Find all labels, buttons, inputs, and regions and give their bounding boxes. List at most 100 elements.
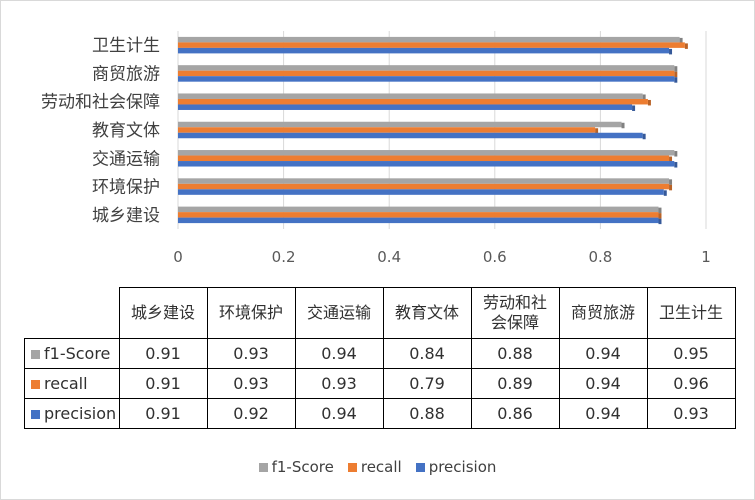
- bar-depth: [674, 151, 678, 157]
- table-header-cell: 教育文体: [382, 287, 472, 339]
- legend-label: precision: [428, 458, 497, 476]
- bar-depth: [621, 122, 625, 129]
- table-value-cell: 0.93: [294, 368, 384, 399]
- bar-depth: [669, 48, 673, 55]
- x-tick-label: 0.6: [483, 248, 507, 266]
- table-value-cell: 0.88: [470, 338, 560, 369]
- table-series-cell: precision: [24, 398, 120, 429]
- series-swatch: [31, 350, 40, 359]
- bar: [178, 132, 643, 139]
- bar: [178, 70, 675, 77]
- x-tick-label: 1: [701, 248, 711, 266]
- bar: [178, 189, 664, 195]
- data-table: 城乡建设 环境保护 交通运输 教育文体 劳动和社 会保障 商贸旅游 卫生计生 f1-Score…: [24, 287, 736, 429]
- category-label: 教育文体: [92, 121, 160, 141]
- table-row: precision 0.91 0.92 0.94 0.88 0.86 0.94 0.93: [24, 398, 736, 429]
- category-label: 城乡建设: [92, 206, 160, 226]
- legend-item: f1-Score: [258, 458, 334, 476]
- table-value-cell: 0.94: [558, 398, 648, 429]
- bar: [178, 127, 596, 133]
- gridlines: [177, 31, 707, 229]
- bar-depth: [632, 105, 636, 111]
- legend-swatch: [347, 463, 357, 472]
- table-series-cell: recall: [24, 368, 120, 399]
- table-value-cell: 0.93: [206, 368, 296, 399]
- table-header-cell: 商贸旅游: [558, 287, 648, 339]
- bar: [178, 121, 622, 128]
- table-value-cell: 0.93: [206, 338, 296, 369]
- table-row: recall 0.91 0.93 0.93 0.79 0.89 0.94 0.96: [24, 368, 736, 399]
- bar-depth: [669, 184, 673, 191]
- bar-depth: [669, 156, 673, 163]
- bar-depth: [674, 77, 678, 83]
- table-value-cell: 0.96: [646, 368, 736, 399]
- table-value-cell: 0.94: [294, 338, 384, 369]
- bar-depth: [658, 213, 662, 219]
- x-tick-label: 0.2: [272, 248, 296, 266]
- bar: [178, 178, 670, 184]
- table-header-cell: 城乡建设: [118, 287, 208, 339]
- bar: [178, 150, 675, 156]
- series-swatch: [31, 380, 40, 389]
- table-value-cell: 0.92: [206, 398, 296, 429]
- category-labels: 城乡建设 环境保护 交通运输 教育文体 劳动和社会保障 商贸旅游 卫生计生: [41, 36, 160, 226]
- bar-depth: [674, 66, 678, 72]
- bar: [178, 65, 675, 71]
- table-value-cell: 0.88: [382, 398, 472, 429]
- bar-depth: [642, 94, 646, 100]
- bar-depth: [642, 133, 646, 140]
- category-label: 卫生计生: [92, 36, 160, 56]
- category-label: 交通运输: [92, 149, 160, 169]
- series-name: recall: [44, 374, 88, 393]
- bar-depth: [658, 207, 662, 214]
- table-value-cell: 0.95: [646, 338, 736, 369]
- legend: f1-Score recall precision: [0, 458, 755, 476]
- bar-depth: [595, 128, 599, 134]
- legend-swatch: [258, 463, 268, 472]
- x-tick-label: 0.4: [377, 248, 401, 266]
- bar-depth: [679, 37, 683, 44]
- table-value-cell: 0.89: [470, 368, 560, 399]
- table-value-cell: 0.91: [118, 398, 208, 429]
- table-header-cell: 环境保护: [206, 287, 296, 339]
- series-name: f1-Score: [44, 344, 111, 363]
- table-value-cell: 0.94: [558, 338, 648, 369]
- bar-depth: [647, 99, 651, 106]
- bar: [178, 155, 670, 162]
- bars: [178, 36, 688, 225]
- category-label: 劳动和社会保障: [41, 93, 160, 113]
- legend-item: recall: [347, 458, 402, 476]
- category-label: 环境保护: [92, 178, 160, 198]
- bar-depth: [674, 71, 678, 78]
- legend-label: f1-Score: [271, 458, 334, 476]
- bar: [178, 217, 659, 224]
- bar-depth: [669, 179, 673, 185]
- table-header-row: 城乡建设 环境保护 交通运输 教育文体 劳动和社 会保障 商贸旅游 卫生计生: [24, 287, 736, 339]
- x-tick-label: 0.8: [588, 248, 612, 266]
- series-name: precision: [44, 404, 117, 423]
- table-header-cell: 卫生计生: [646, 287, 736, 339]
- bar: [178, 183, 670, 190]
- bar: [178, 212, 659, 218]
- x-tick-label: 0: [173, 248, 183, 266]
- legend-label: recall: [360, 458, 402, 476]
- bar: [178, 98, 648, 105]
- table-row: f1-Score 0.91 0.93 0.94 0.84 0.88 0.94 0.95: [24, 338, 736, 369]
- bar: [178, 36, 680, 43]
- table-value-cell: 0.93: [646, 398, 736, 429]
- bar: [178, 76, 675, 82]
- legend-item: precision: [415, 458, 497, 476]
- bar-depth: [684, 43, 688, 49]
- table-value-cell: 0.94: [558, 368, 648, 399]
- table-header-cell: 劳动和社 会保障: [470, 287, 560, 339]
- bar-depth: [663, 190, 667, 196]
- bar: [178, 93, 643, 99]
- category-label: 商贸旅游: [92, 64, 160, 84]
- table-value-cell: 0.91: [118, 338, 208, 369]
- x-axis-tick-labels: 0 0.2 0.4 0.6 0.8 1: [173, 248, 711, 266]
- legend-swatch: [415, 463, 425, 472]
- table-value-cell: 0.79: [382, 368, 472, 399]
- table-value-cell: 0.86: [470, 398, 560, 429]
- table-header-cell: 交通运输: [294, 287, 384, 339]
